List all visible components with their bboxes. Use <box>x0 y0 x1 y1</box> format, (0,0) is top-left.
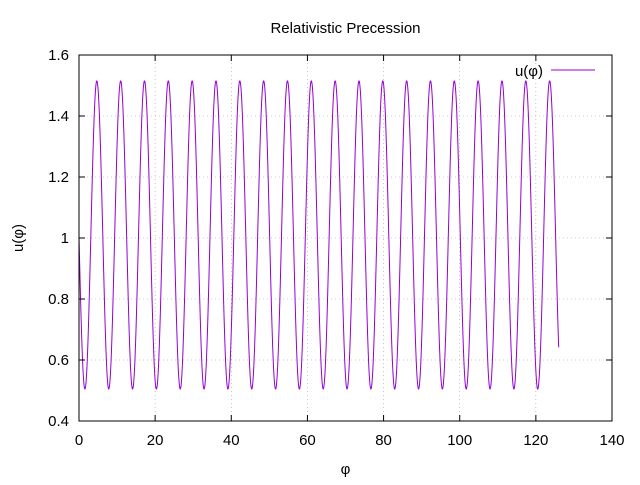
y-tick-label: 0.8 <box>48 291 69 308</box>
legend-label: u(φ) <box>515 63 543 80</box>
axis-ticks: 0 20 40 60 80 100 120 140 0.4 0.6 0.8 1 1.2 1.4 1.6 <box>48 47 624 449</box>
x-tick-label: 100 <box>447 432 472 449</box>
y-tick-label: 1 <box>61 230 69 247</box>
y-tick-label: 1.2 <box>48 169 69 186</box>
x-tick-label: 20 <box>147 432 164 449</box>
y-tick-label: 1.4 <box>48 108 69 125</box>
legend: u(φ) <box>515 63 595 80</box>
x-tick-label: 40 <box>223 432 240 449</box>
y-tick-label: 1.6 <box>48 47 69 64</box>
x-tick-label: 140 <box>599 432 624 449</box>
x-tick-label: 80 <box>375 432 392 449</box>
y-tick-label: 0.4 <box>48 413 69 430</box>
x-axis-title: φ <box>341 461 351 478</box>
series-line <box>78 80 560 390</box>
x-tick-label: 0 <box>75 432 83 449</box>
series-group <box>78 80 560 390</box>
grid <box>79 55 612 421</box>
x-tick-label: 60 <box>299 432 316 449</box>
x-tick-label: 120 <box>523 432 548 449</box>
chart-title: Relativistic Precession <box>270 20 420 37</box>
y-tick-label: 0.6 <box>48 352 69 369</box>
y-axis-title: u(φ) <box>10 224 27 252</box>
